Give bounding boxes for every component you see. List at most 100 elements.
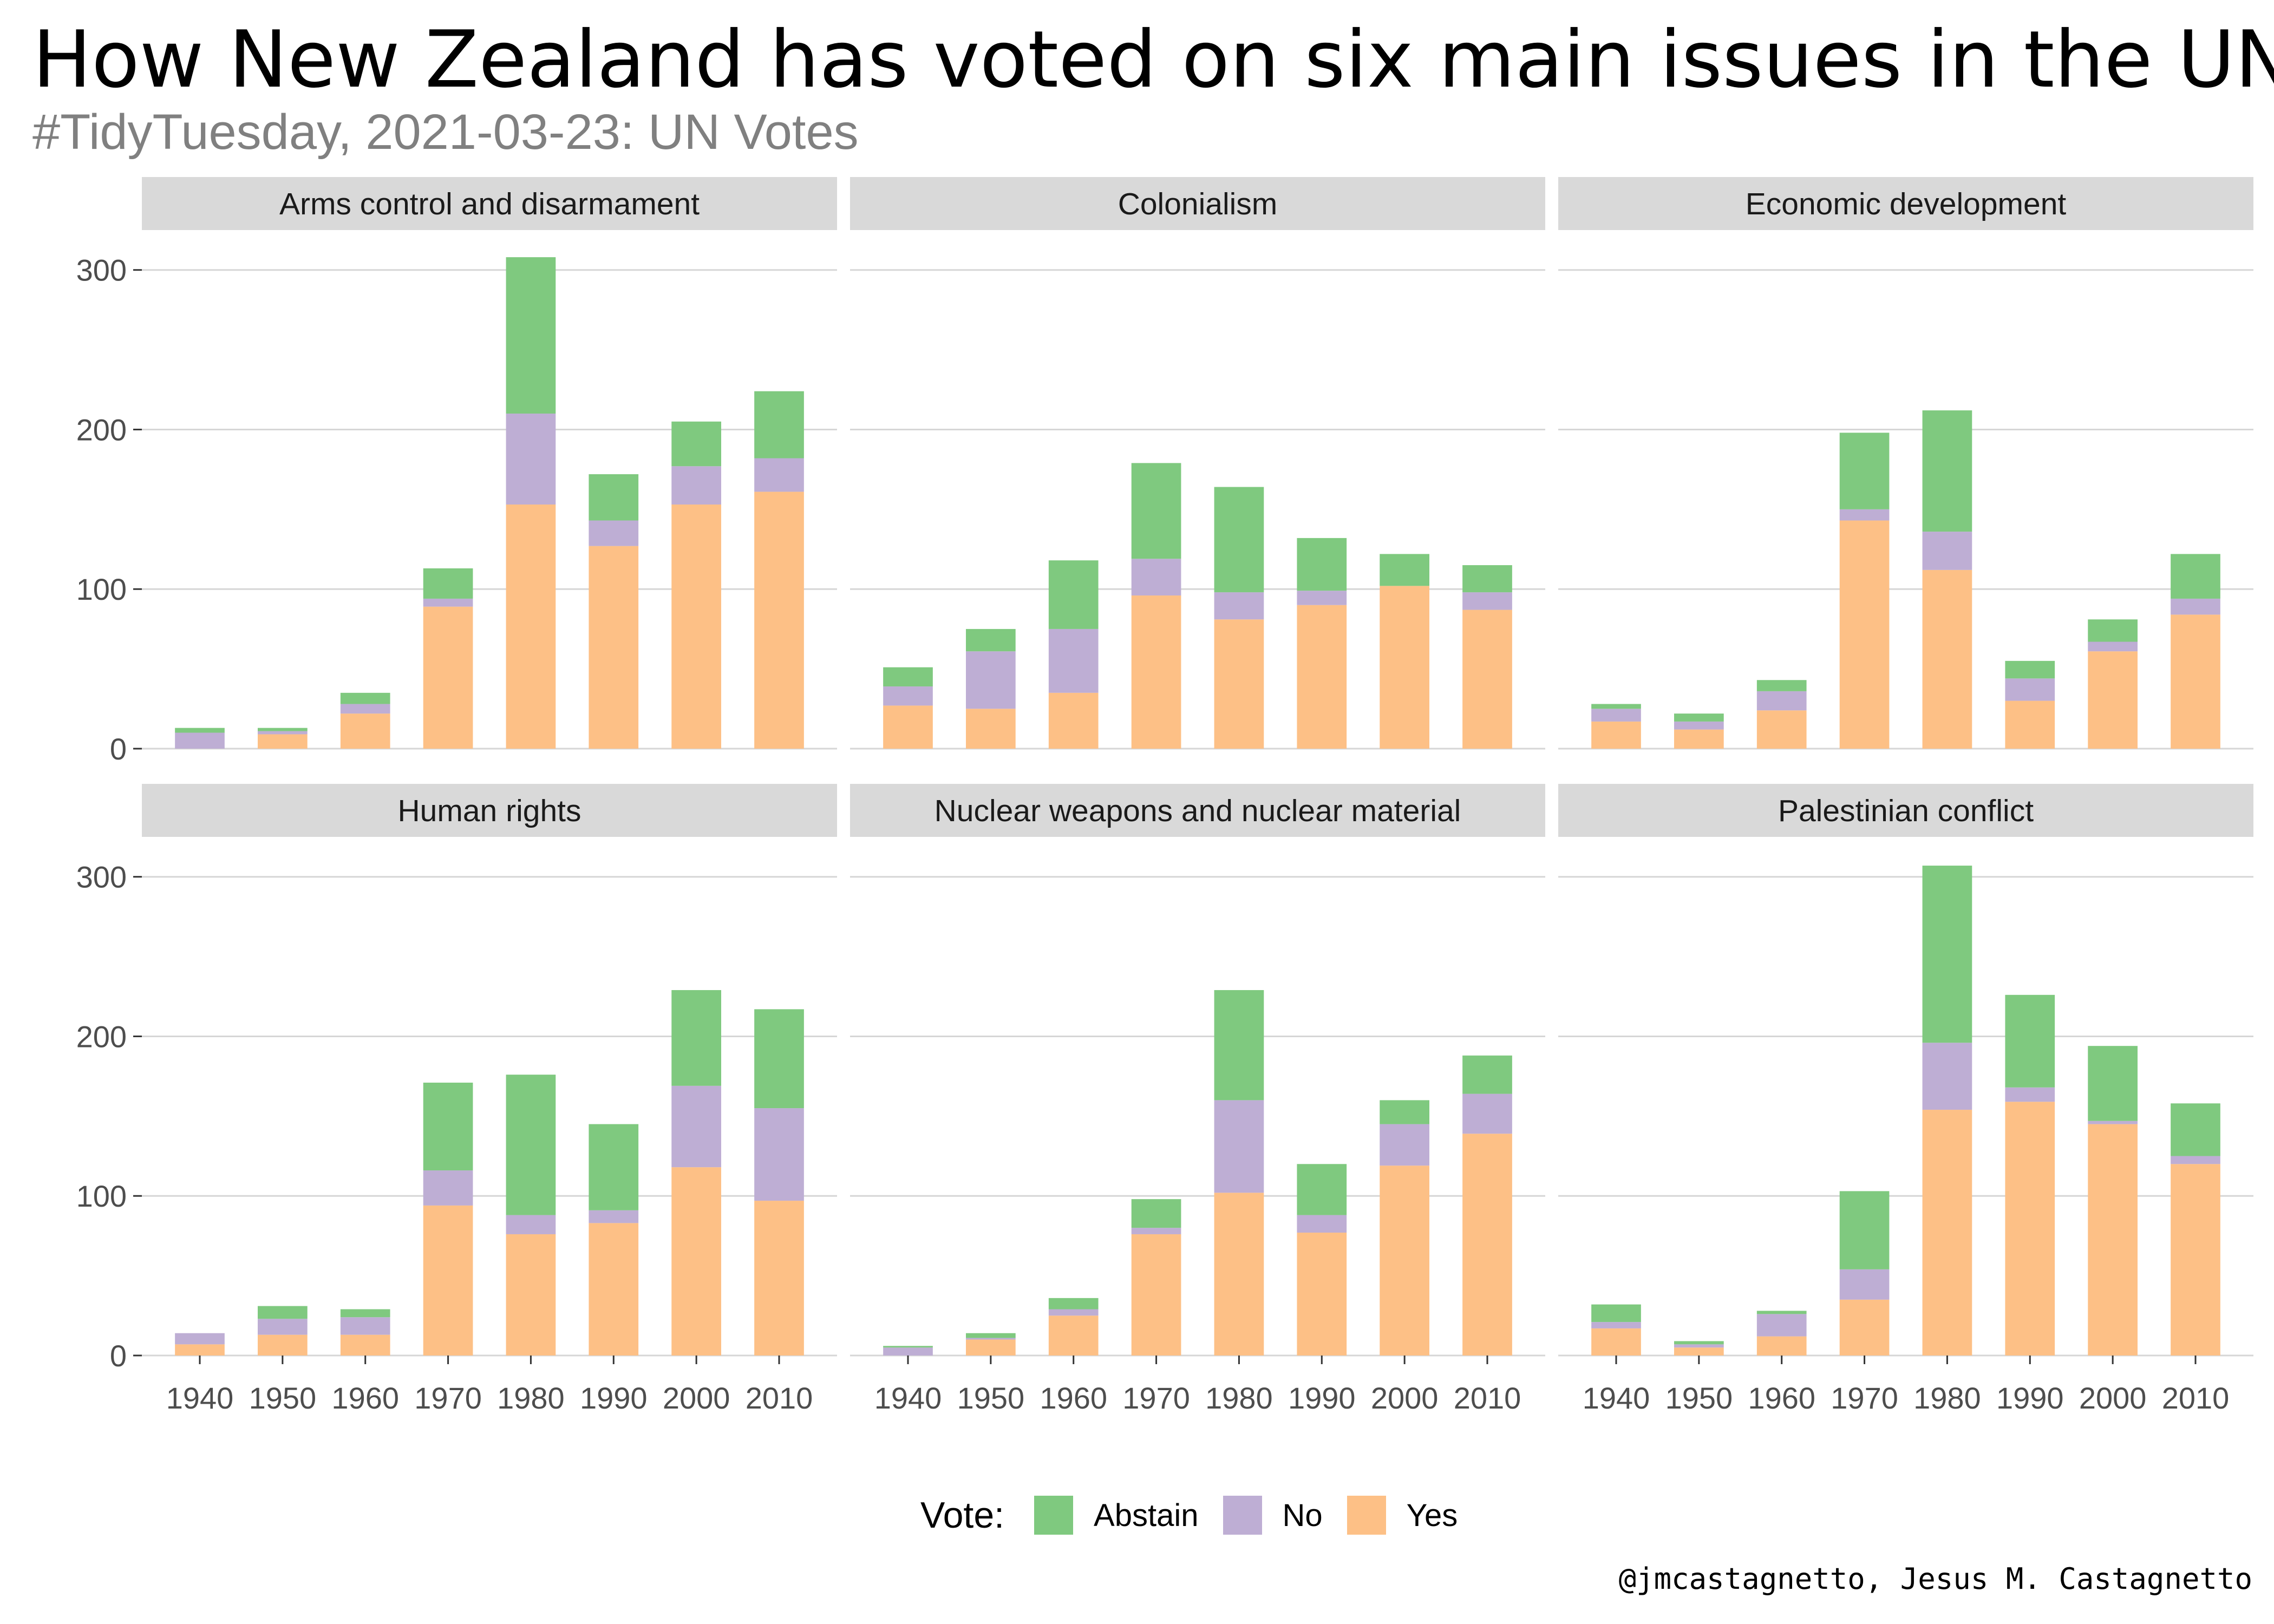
bar-segment-yes <box>1131 595 1181 749</box>
bar-segment-yes <box>2005 1102 2055 1355</box>
x-tick-label: 1940 <box>166 1381 234 1415</box>
bar-segment-yes <box>1214 1193 1264 1355</box>
legend-swatch-no <box>1223 1496 1262 1535</box>
bar-segment-yes <box>423 1205 473 1355</box>
bar-segment-no <box>2171 1156 2220 1164</box>
bar-segment-no <box>423 598 473 607</box>
bar-segment-no <box>1591 1322 1641 1328</box>
bar-segment-yes <box>1839 1299 1890 1355</box>
bar-segment-abstain <box>258 728 308 731</box>
facet-panel-4: Nuclear weapons and nuclear material 1940… <box>850 784 1545 1415</box>
bar-segment-abstain <box>423 1082 473 1171</box>
chart-title: How New Zealand has voted on six main is… <box>32 14 2274 106</box>
bar-segment-abstain <box>1839 433 1890 509</box>
bar-segment-yes <box>175 1344 225 1355</box>
facet-title: Palestinian conflict <box>1778 794 2034 828</box>
x-tick-label: 2010 <box>1454 1381 1521 1415</box>
x-tick-label: 1990 <box>1996 1381 2064 1415</box>
bar-segment-yes <box>1380 586 1429 749</box>
bar-segment-yes <box>1048 1315 1099 1355</box>
bar-segment-yes <box>258 1334 308 1355</box>
bar-segment-no <box>2088 641 2138 652</box>
bar-segment-abstain <box>589 1124 639 1210</box>
bar-segment-yes <box>1048 692 1099 749</box>
bar-segment-abstain <box>2005 994 2055 1088</box>
bar-segment-no <box>1462 592 1512 610</box>
bar-segment-no <box>1462 1093 1512 1134</box>
bar-segment-abstain <box>1214 487 1264 593</box>
bar-segment-no <box>671 1085 721 1168</box>
bar-segment-no <box>1839 509 1890 521</box>
x-tick-label: 2000 <box>2079 1381 2147 1415</box>
x-tick-label: 1990 <box>580 1381 648 1415</box>
bar-segment-yes <box>671 505 721 749</box>
facet-panel-3: Human rights 0 100 200 300 1940 1950 1960 1970 19… <box>76 784 837 1415</box>
bar-segment-yes <box>754 492 804 749</box>
bar-segment-abstain <box>1674 713 1724 722</box>
bar-segment-yes <box>2171 1164 2220 1355</box>
bar-segment-no <box>340 1317 390 1335</box>
bar-segment-yes <box>258 734 308 749</box>
facet-panel-0: Arms control and disarmament 0 100 200 300 <box>76 177 837 766</box>
bar-segment-no <box>423 1170 473 1206</box>
bar-segment-no <box>1380 1124 1429 1166</box>
bar-segment-no <box>754 458 804 492</box>
bar-segment-abstain <box>1922 866 1972 1043</box>
bar-segment-abstain <box>340 692 390 704</box>
bar-segment-yes <box>506 1234 556 1355</box>
facet-title: Human rights <box>398 794 581 828</box>
legend-item-yes: Yes <box>1347 1496 1458 1535</box>
bar-segment-no <box>2171 598 2220 615</box>
y-tick-label: 0 <box>110 1339 127 1373</box>
bar-segment-abstain <box>175 728 225 733</box>
bar-segment-no <box>754 1108 804 1201</box>
bar-segment-no <box>1131 559 1181 596</box>
x-tick-label: 1990 <box>1288 1381 1356 1415</box>
x-tick-label: 1970 <box>414 1381 482 1415</box>
facet-strip <box>1558 177 2253 230</box>
bar-segment-no <box>1131 1228 1181 1234</box>
facet-panel-5: Palestinian conflict 1940 1950 1960 1970 1980… <box>1558 784 2253 1415</box>
bar-segment-yes <box>1922 569 1972 749</box>
bar-segment-yes <box>1591 1328 1641 1355</box>
x-tick-label: 1940 <box>1583 1381 1650 1415</box>
bar-segment-yes <box>340 1334 390 1355</box>
facet-strip <box>850 784 1545 837</box>
bar-segment-yes <box>506 505 556 749</box>
bar-segment-no <box>2005 678 2055 701</box>
facet-panel-2: Economic development <box>1558 177 2253 750</box>
bar-segment-no <box>966 651 1016 709</box>
y-tick-label: 100 <box>76 572 127 606</box>
x-tick-label: 1950 <box>1665 1381 1733 1415</box>
bar-segment-yes <box>2088 651 2138 749</box>
facet-title: Colonialism <box>1118 187 1278 221</box>
bar-segment-abstain <box>506 257 556 414</box>
bar-segment-yes <box>1131 1234 1181 1355</box>
bar-segment-yes <box>1756 710 1807 749</box>
bar-segment-no <box>883 686 933 706</box>
faceted-bar-chart: Arms control and disarmament 0 100 200 300 Co… <box>76 177 2253 1415</box>
bar-segment-abstain <box>754 391 804 459</box>
bar-segment-yes <box>966 709 1016 749</box>
legend-title: Vote: <box>920 1495 1005 1536</box>
facet-strip <box>142 784 837 837</box>
x-tick-label: 1950 <box>249 1381 317 1415</box>
x-tick-label: 1970 <box>1122 1381 1190 1415</box>
bar-segment-abstain <box>2088 619 2138 642</box>
bar-segment-no <box>589 520 639 546</box>
facet-title: Economic development <box>1746 187 2067 221</box>
bar-segment-abstain <box>1048 560 1099 629</box>
bar-segment-yes <box>1462 1134 1512 1355</box>
bar-segment-abstain <box>2005 660 2055 679</box>
bar-segment-yes <box>1297 605 1347 749</box>
bar-segment-yes <box>883 705 933 749</box>
bar-segment-yes <box>966 1339 1016 1355</box>
bar-segment-no <box>883 1347 933 1355</box>
bar-segment-no <box>1297 591 1347 605</box>
x-tick-label: 1970 <box>1831 1381 1898 1415</box>
bar-segment-no <box>1591 709 1641 722</box>
bar-segment-yes <box>1297 1233 1347 1355</box>
caption: @jmcastagnetto, Jesus M. Castagnetto <box>1618 1562 2252 1596</box>
facet-strip <box>142 177 837 230</box>
bar-segment-yes <box>1756 1336 1807 1355</box>
